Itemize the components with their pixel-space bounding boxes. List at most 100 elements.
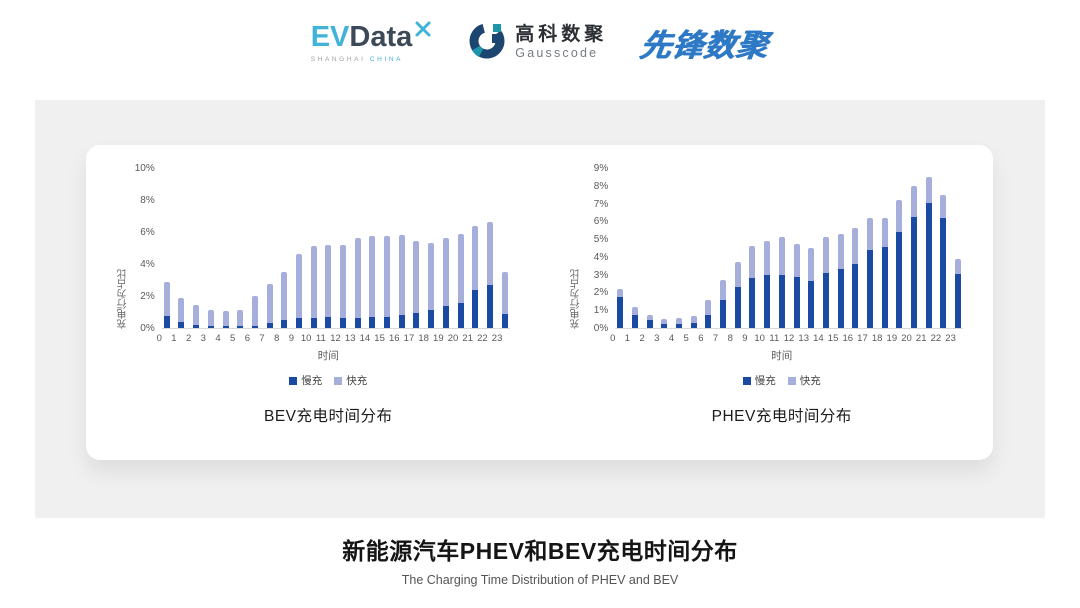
bar-hour-18 (428, 243, 435, 328)
x-tick-label: 19 (886, 333, 898, 344)
bar-segment-快充 (369, 236, 376, 317)
bar-segment-慢充 (646, 320, 653, 328)
bar-hour-2 (193, 304, 200, 328)
x-tick-label: 0 (610, 333, 616, 344)
bev-x-axis-ticks: 0 1 2 3 4 5 6 7 8 9 10 11 12 13 14 15 16 17 18 19 20 21 22 23 (154, 333, 503, 344)
evdata-subtitle-china: CHINA (369, 55, 404, 63)
legend-label: 快充 (346, 375, 368, 387)
bar-segment-慢充 (163, 316, 170, 328)
legend-label: 慢充 (754, 375, 776, 387)
bar-segment-慢充 (472, 289, 479, 328)
legend-label: 慢充 (301, 375, 323, 387)
x-tick-label: 13 (798, 333, 809, 344)
x-tick-label: 6 (698, 333, 704, 344)
bar-segment-快充 (925, 176, 932, 203)
bar-hour-15 (837, 233, 844, 328)
bar-hour-15 (384, 236, 391, 328)
pioneer-data-logo: 先锋数聚 (638, 28, 772, 63)
bar-segment-快充 (896, 200, 903, 232)
bar-hour-16 (852, 228, 859, 328)
bar-hour-12 (340, 244, 346, 328)
y-tick-label: 7% (593, 198, 609, 210)
y-tick-label: 0% (593, 323, 609, 334)
y-tick-label: 6% (140, 227, 155, 238)
bar-segment-快充 (457, 233, 464, 304)
y-tick-label: 3% (593, 269, 609, 281)
bar-hour-5 (690, 315, 697, 328)
x-tick-label: 16 (842, 333, 854, 344)
bar-segment-慢充 (837, 269, 844, 328)
page-title: 新能源汽车PHEV和BEV充电时间分布 (342, 538, 738, 564)
bar-segment-慢充 (896, 232, 903, 328)
bar-segment-快充 (822, 237, 829, 273)
x-tick-label: 11 (769, 333, 780, 344)
bar-hour-11 (778, 237, 785, 328)
bar-hour-19 (442, 238, 449, 328)
bar-hour-12 (793, 244, 800, 328)
bar-segment-慢充 (310, 317, 317, 328)
x-tick-label: 12 (330, 333, 341, 344)
y-tick-label: 5% (593, 234, 609, 246)
bar-segment-快充 (646, 314, 653, 320)
bar-segment-慢充 (413, 312, 420, 328)
x-tick-label: 7 (259, 333, 265, 344)
bar-segment-快充 (720, 280, 727, 300)
x-tick-label: 5 (683, 333, 689, 344)
bar-segment-快充 (778, 237, 785, 275)
bar-hour-14 (369, 236, 376, 328)
bev-chart-half: 充电行为占比 0% 2% 4% 6% 8% 10% 0 1 2 3 4 5 6 7 8 9 10 11 12 13 1… (86, 145, 540, 460)
bar-segment-慢充 (720, 299, 727, 328)
bar-segment-慢充 (690, 322, 697, 328)
bar-segment-慢充 (749, 278, 756, 328)
legend-swatch-icon (289, 376, 298, 385)
bar-segment-快充 (734, 262, 741, 288)
bar-segment-快充 (881, 217, 888, 248)
x-tick-label: 0 (156, 333, 162, 344)
x-tick-label: 23 (491, 333, 503, 344)
y-tick-label: 1% (593, 305, 609, 317)
bar-segment-慢充 (281, 320, 288, 328)
bar-segment-慢充 (911, 216, 917, 328)
x-tick-label: 21 (462, 333, 473, 344)
bar-segment-快充 (866, 217, 873, 250)
bev-x-axis-title: 时间 (317, 350, 339, 362)
page-subtitle: The Charging Time Distribution of PHEV a… (401, 573, 679, 587)
legend-item-快充: 快充 (787, 373, 821, 388)
phev-chart: 充电行为占比 0% 1% 2% 3% 4% 5% 6% 7% 8% 9% 0 1 2 3 4 5 6 7 8 9 10… (569, 164, 964, 426)
phev-x-axis-title: 时间 (771, 350, 793, 362)
x-tick-label: 19 (433, 333, 444, 344)
bar-segment-快充 (661, 319, 668, 324)
bar-segment-慢充 (661, 323, 668, 328)
bar-segment-慢充 (222, 326, 229, 328)
bar-segment-快充 (501, 272, 508, 314)
y-tick-label: 4% (593, 251, 609, 263)
bar-segment-快充 (705, 299, 712, 315)
x-star-icon (413, 19, 433, 43)
bar-segment-慢充 (925, 202, 932, 328)
bar-segment-快充 (384, 236, 391, 317)
legend-swatch-icon (334, 376, 343, 385)
bar-hour-22 (940, 194, 947, 328)
x-tick-label: 14 (359, 333, 371, 344)
bev-chart-title: BEV充电时间分布 (263, 408, 393, 425)
y-tick-label: 6% (593, 216, 609, 228)
x-tick-label: 9 (742, 333, 748, 344)
bar-segment-快充 (631, 306, 638, 315)
bar-segment-快充 (676, 318, 682, 324)
x-tick-label: 15 (374, 333, 385, 344)
x-tick-label: 16 (388, 333, 400, 344)
bar-hour-3 (207, 309, 214, 328)
bar-segment-快充 (237, 309, 244, 327)
bar-hour-8 (734, 262, 741, 328)
x-tick-label: 13 (344, 333, 356, 344)
bar-hour-2 (646, 314, 653, 328)
bar-segment-快充 (442, 238, 449, 307)
bar-segment-慢充 (325, 316, 332, 328)
bar-segment-快充 (617, 288, 624, 297)
legend-swatch-icon (742, 376, 751, 385)
x-tick-label: 7 (712, 333, 719, 344)
bar-hour-11 (325, 244, 332, 328)
bar-segment-快充 (852, 228, 859, 264)
bar-segment-慢充 (369, 316, 376, 328)
bar-segment-慢充 (955, 273, 962, 328)
